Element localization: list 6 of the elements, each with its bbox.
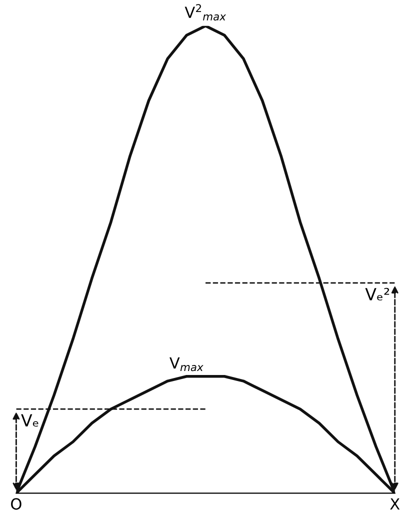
- annotation: V$_{max}$: [170, 357, 204, 372]
- ref-line-label: Vₑ: [21, 414, 38, 427]
- text: O: [11, 498, 22, 510]
- text: X: [390, 498, 400, 510]
- ref-line-label: Vₑ²: [365, 288, 390, 300]
- text: V$^{2}$$_{max}$: [184, 4, 226, 21]
